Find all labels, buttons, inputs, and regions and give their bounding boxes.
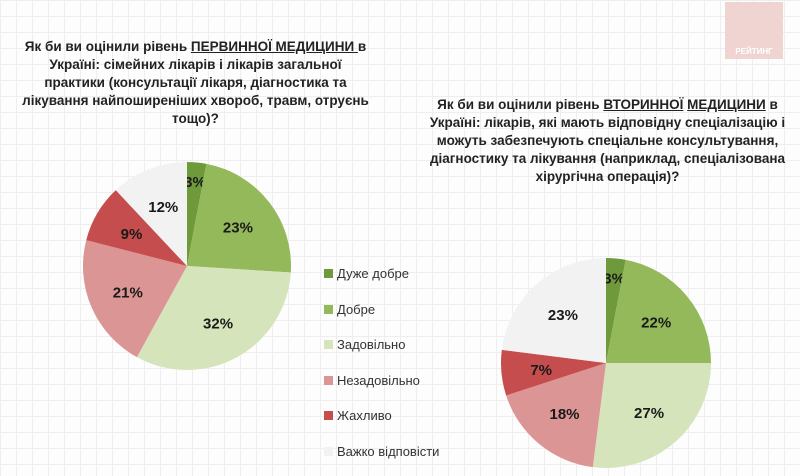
legend-swatch — [324, 304, 333, 314]
pie-slice — [82, 240, 187, 358]
slice-data-label: 22% — [641, 315, 671, 332]
legend-label: Добре — [337, 301, 376, 317]
secondary-care-pie: 3% 22% 27% 18% 7% 23% — [501, 258, 711, 469]
legend-label: Задовільно — [337, 337, 406, 353]
legend-item-satisfactory: Задовільно — [324, 327, 439, 363]
pie-slice — [592, 363, 711, 469]
slice-data-label: 3% — [603, 270, 625, 287]
rating-logo: РЕЙТИНГ — [725, 2, 783, 59]
pie-slice — [606, 259, 711, 363]
slice-data-label: 3% — [184, 174, 206, 191]
legend-item-good: Добре — [324, 292, 439, 328]
pie-slice — [136, 266, 291, 370]
slice-data-label: 7% — [530, 362, 552, 379]
pie-slice — [501, 349, 606, 396]
slice-data-label: 23% — [223, 219, 253, 236]
legend-swatch — [324, 375, 333, 385]
logo-text: РЕЙТИНГ — [735, 47, 773, 56]
pie-slice — [187, 162, 207, 266]
slice-data-label: 9% — [121, 226, 143, 243]
title-text: в Україні: лікарів, які мають відповідну… — [429, 97, 786, 184]
legend-swatch — [324, 269, 333, 279]
title-emphasis: ПЕРВИННОЇ МЕДИЦИНИ — [190, 39, 358, 54]
slice-data-label: 21% — [113, 285, 143, 302]
primary-care-question-title: Як би ви оцінили рівень ПЕРВИННОЇ МЕДИЦИ… — [18, 38, 373, 128]
pie-slice — [86, 190, 187, 266]
pie-slice — [506, 363, 606, 468]
title-text: Як би ви оцінили рівень — [437, 97, 604, 112]
legend-item-unsatisfactory: Незадовільно — [324, 363, 439, 399]
pie-slice — [606, 258, 626, 363]
legend-swatch — [324, 340, 333, 350]
title-emphasis: ВТОРИННОЇ — [603, 97, 684, 112]
primary-care-pie: 3% 23% 32% 21% 9% 12% — [82, 162, 291, 370]
pie-slice — [187, 163, 291, 273]
slice-data-label: 32% — [203, 316, 233, 333]
slice-data-label: 12% — [148, 199, 178, 216]
legend-item-terrible: Жахливо — [324, 398, 439, 434]
legend: Дуже добре Добре Задовільно Незадовільно… — [324, 256, 439, 469]
legend-swatch — [324, 446, 333, 456]
legend-label: Важко відповісти — [337, 443, 440, 459]
legend-label: Дуже добре — [337, 266, 409, 282]
title-emphasis: МЕДИЦИНИ — [687, 97, 766, 112]
slice-data-label: 23% — [548, 307, 578, 324]
legend-label: Незадовільно — [337, 372, 420, 388]
slice-data-label: 18% — [549, 406, 579, 423]
legend-label: Жахливо — [337, 408, 392, 424]
secondary-care-question-title: Як би ви оцінили рівень ВТОРИННОЇ МЕДИЦИ… — [425, 96, 790, 186]
pie-slice — [115, 162, 187, 266]
legend-swatch — [324, 411, 333, 421]
legend-item-very-good: Дуже добре — [324, 256, 439, 292]
slice-data-label: 27% — [634, 405, 664, 422]
pie-slice — [501, 258, 606, 363]
legend-item-hard-to-say: Важко відповісти — [324, 434, 439, 470]
title-text: в Україні: сімейних лікарів і лікарів за… — [22, 39, 369, 126]
title-text: Як би ви оцінили рівень — [24, 39, 191, 54]
